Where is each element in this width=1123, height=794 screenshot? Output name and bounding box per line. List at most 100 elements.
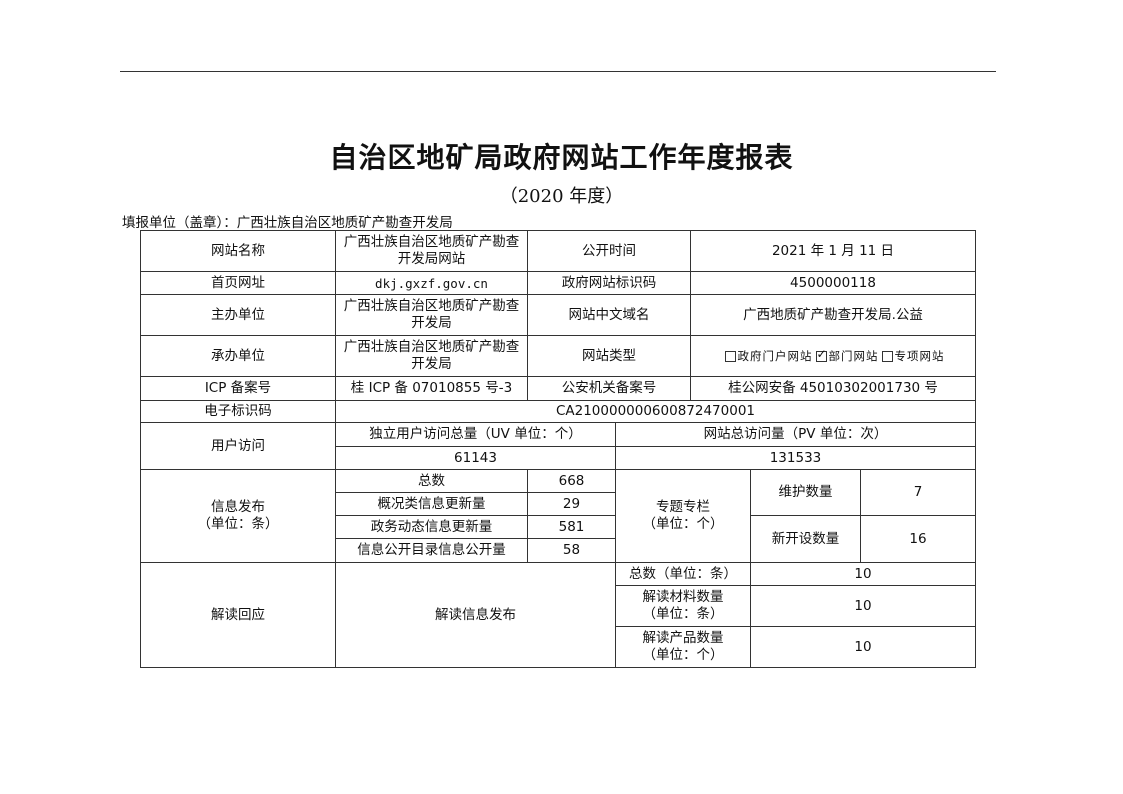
cell-value: 58 xyxy=(527,538,616,563)
cell-text: 承办单位 xyxy=(211,347,265,364)
cell-text: 桂 ICP 备 07010855 号-3 xyxy=(350,380,513,396)
cell-label: 电子标识码 xyxy=(140,400,336,423)
cell-text: 政务动态信息更新量 xyxy=(370,518,493,535)
cell-label: 网站总访问量（PV 单位：次） xyxy=(615,422,976,447)
cell-text: 公安机关备案号 xyxy=(561,380,657,396)
cell-label: 独立用户访问总量（UV 单位：个） xyxy=(335,422,616,447)
cell-text: 信息发布 （单位：条） xyxy=(197,499,279,532)
cell-text: 首页网址 xyxy=(211,274,265,291)
cell-text: 7 xyxy=(913,484,923,500)
cell-text: 政府网站标识码 xyxy=(561,274,657,291)
cell-label: 承办单位 xyxy=(140,335,336,377)
cell-value: 桂 ICP 备 07010855 号-3 xyxy=(335,376,528,401)
page-subtitle: （2020 年度） xyxy=(499,186,624,207)
cell-text: ICP 备案号 xyxy=(204,380,272,396)
cell-text: 网站总访问量（PV 单位：次） xyxy=(703,426,888,442)
cell-text: 668 xyxy=(558,472,585,489)
cell-label: 专题专栏 （单位：个） xyxy=(615,469,751,563)
cell-label: 信息发布 （单位：条） xyxy=(140,469,336,563)
cell-label: 公安机关备案号 xyxy=(527,376,691,401)
cell-label: 政务动态信息更新量 xyxy=(335,515,528,539)
cell-text: 581 xyxy=(558,518,585,535)
cell-text: 信息公开目录信息公开量 xyxy=(357,542,506,558)
cell-text: 独立用户访问总量（UV 单位：个） xyxy=(369,426,582,442)
cell-label: 公开时间 xyxy=(527,230,691,272)
cell-label: 首页网址 xyxy=(140,271,336,295)
cell-text: 10 xyxy=(854,597,872,614)
cell-label: 总数（单位：条） xyxy=(615,562,751,586)
cell-text: 主办单位 xyxy=(211,306,265,323)
cell-text: 4500000118 xyxy=(790,274,876,291)
cell-text: 总数 xyxy=(418,472,445,489)
cell-text: 网站中文域名 xyxy=(568,306,650,323)
cell-label: 总数 xyxy=(335,469,528,493)
cell-label: 概况类信息更新量 xyxy=(335,492,528,516)
cell-value: 4500000118 xyxy=(690,271,976,295)
cell-value: 29 xyxy=(527,492,616,516)
cell-value: 广西地质矿产勘查开发局.公益 xyxy=(690,294,976,336)
cell-text: 广西壮族自治区地质矿产勘查开发局网站 xyxy=(343,234,520,267)
cell-text: 用户访问 xyxy=(211,437,265,454)
site-type-label: 政府门户网站 xyxy=(737,348,813,363)
cell-value: 广西壮族自治区地质矿产勘查开发局网站 xyxy=(335,230,528,272)
site-type-label: 专项网站 xyxy=(894,348,945,363)
checkbox-icon[interactable] xyxy=(815,346,828,363)
cell-text: 61143 xyxy=(454,449,497,466)
cell-label: 网站类型 xyxy=(527,335,691,377)
cell-label: 解读信息发布 xyxy=(335,562,616,668)
cell-text: CA210000000600872470001 xyxy=(555,403,756,419)
cell-value: 668 xyxy=(527,469,616,493)
cell-text: 维护数量 xyxy=(778,484,833,500)
cell-label: 维护数量 xyxy=(750,469,861,516)
cell-label: 解读产品数量 （单位：个） xyxy=(615,626,751,668)
cell-value: 10 xyxy=(750,562,976,586)
filler-unit: 填报单位（盖章）：广西壮族自治区地质矿产勘查开发局 xyxy=(122,215,453,231)
cell-value: 7 xyxy=(860,469,976,516)
site-type-label: 部门网站 xyxy=(828,348,879,363)
cell-text: 29 xyxy=(562,495,581,512)
page-title: 自治区地矿局政府网站工作年度报表 xyxy=(329,141,794,174)
cell-text: dkj.gxzf.gov.cn xyxy=(375,275,488,291)
cell-text: 解读产品数量 （单位：个） xyxy=(642,630,724,663)
cell-value: dkj.gxzf.gov.cn xyxy=(335,271,528,295)
header-rule xyxy=(120,71,996,72)
cell-value: 131533 xyxy=(615,446,976,470)
cell-text: 总数（单位：条） xyxy=(629,565,737,582)
cell-label: 用户访问 xyxy=(140,422,336,470)
cell-text: 专题专栏 （单位：个） xyxy=(642,499,724,532)
site-type-options: 政府门户网站部门网站专项网站 xyxy=(690,335,976,377)
cell-text: 概况类信息更新量 xyxy=(377,495,486,512)
cell-text: 16 xyxy=(909,530,927,547)
cell-value: 10 xyxy=(750,626,976,668)
cell-label: 政府网站标识码 xyxy=(527,271,691,295)
cell-text: 解读回应 xyxy=(211,606,265,623)
cell-text: 10 xyxy=(854,565,872,582)
checkbox-icon[interactable] xyxy=(724,350,736,362)
cell-text: 131533 xyxy=(769,449,822,466)
cell-text: 新开设数量 xyxy=(771,530,840,547)
cell-text: 2021 年 1 月 11 日 xyxy=(771,242,895,259)
cell-text: 网站类型 xyxy=(582,347,636,364)
cell-value: 16 xyxy=(860,515,976,563)
cell-label: 解读材料数量 （单位：条） xyxy=(615,585,751,627)
cell-value: 581 xyxy=(527,515,616,539)
cell-text: 网站名称 xyxy=(211,242,265,259)
cell-value: 2021 年 1 月 11 日 xyxy=(690,230,976,272)
cell-label: 网站名称 xyxy=(140,230,336,272)
cell-value: 61143 xyxy=(335,446,616,470)
cell-text: 电子标识码 xyxy=(204,403,272,419)
cell-value: 桂公网安备 45010302001730 号 xyxy=(690,376,976,401)
cell-label: 解读回应 xyxy=(140,562,336,668)
cell-label: 主办单位 xyxy=(140,294,336,336)
cell-text: 广西壮族自治区地质矿产勘查开发局 xyxy=(343,339,520,372)
cell-text: 广西壮族自治区地质矿产勘查开发局 xyxy=(343,298,520,331)
checkbox-icon[interactable] xyxy=(881,350,893,362)
cell-text: 公开时间 xyxy=(582,242,636,259)
cell-text: 10 xyxy=(854,638,872,655)
cell-label: 信息公开目录信息公开量 xyxy=(335,538,528,563)
cell-text: 解读材料数量 （单位：条） xyxy=(642,589,724,622)
cell-label: 网站中文域名 xyxy=(527,294,691,336)
cell-text: 58 xyxy=(562,542,581,558)
cell-text: 广西地质矿产勘查开发局.公益 xyxy=(743,306,923,323)
cell-value: 广西壮族自治区地质矿产勘查开发局 xyxy=(335,294,528,336)
